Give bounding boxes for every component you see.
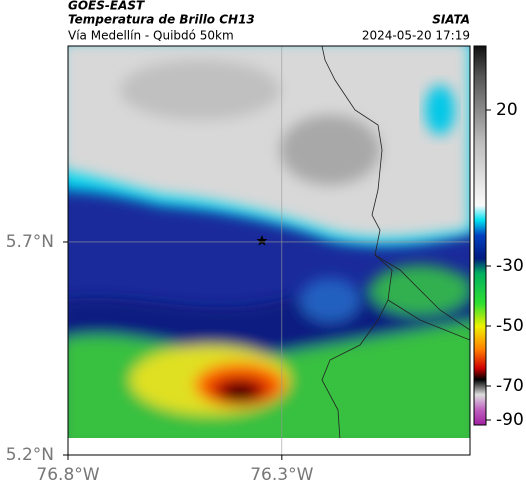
subtitle: Vía Medellín - Quibdó 50km bbox=[68, 29, 234, 43]
colorbar-tick-label: -30 bbox=[496, 256, 524, 276]
y-tick-label: 5.7°N bbox=[6, 232, 54, 252]
x-tick-label: 76.3°W bbox=[250, 465, 313, 485]
colorbar bbox=[473, 45, 487, 426]
source: GOES-EAST bbox=[68, 0, 145, 13]
y-tick-label: 5.2°N bbox=[6, 445, 54, 465]
x-tick-label: 76.8°W bbox=[36, 465, 99, 485]
colorbar-tick-label: -70 bbox=[496, 376, 524, 396]
title: Temperatura de Brillo CH13 bbox=[68, 13, 255, 27]
location-marker bbox=[256, 235, 268, 246]
colorbar-tick-label: 20 bbox=[496, 100, 518, 120]
colorbar-tick-label: -50 bbox=[496, 316, 524, 336]
map-frame bbox=[67, 45, 471, 456]
colorbar-tick-label: -90 bbox=[496, 410, 524, 430]
satellite-image bbox=[68, 46, 470, 438]
credit: SIATA bbox=[432, 13, 470, 27]
timestamp: 2024-05-20 17:19 bbox=[362, 29, 470, 43]
